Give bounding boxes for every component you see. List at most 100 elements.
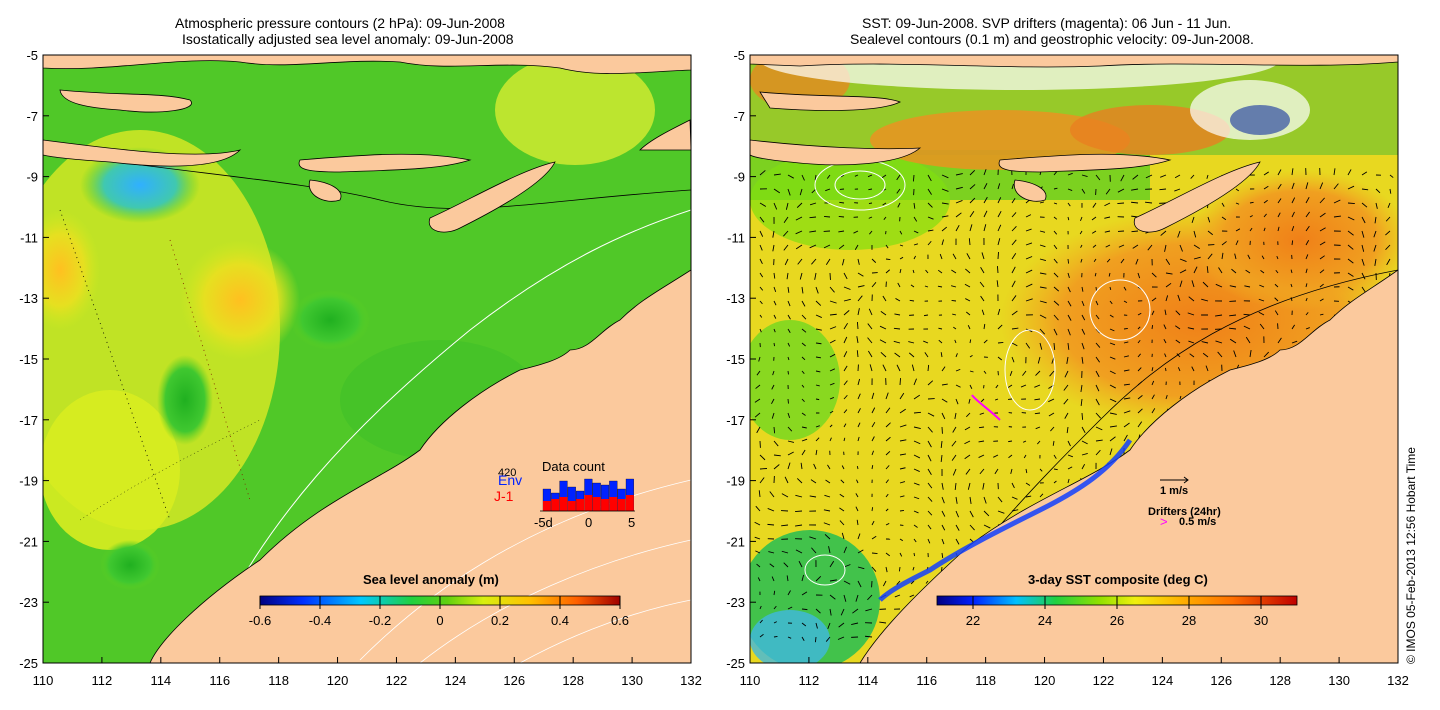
velocity-arrow xyxy=(969,384,973,389)
data-count-j1-bar xyxy=(617,499,626,511)
velocity-arrow xyxy=(885,436,891,442)
velocity-arrow xyxy=(1093,258,1097,262)
velocity-arrow xyxy=(979,412,985,415)
colorbar-tick-label: 28 xyxy=(1182,613,1196,628)
velocity-arrow xyxy=(869,364,873,372)
velocity-arrow xyxy=(1361,272,1366,280)
velocity-arrow xyxy=(1291,211,1295,218)
velocity-arrow xyxy=(1176,353,1181,358)
velocity-arrow xyxy=(1011,482,1015,489)
velocity-arrow xyxy=(867,323,873,330)
velocity-arrow xyxy=(1025,298,1033,302)
velocity-arrow xyxy=(856,336,859,344)
velocity-arrow xyxy=(880,351,887,358)
velocity-arrow xyxy=(1347,230,1354,236)
velocity-arrow xyxy=(755,550,761,554)
geostrophic-velocity-arrows xyxy=(754,168,1394,643)
velocity-arrow xyxy=(759,258,763,265)
velocity-arrow xyxy=(913,394,921,400)
velocity-arrow xyxy=(980,398,985,403)
velocity-arrow xyxy=(1147,244,1153,251)
lat-tick-label: -9 xyxy=(26,170,38,185)
velocity-arrow xyxy=(1081,328,1086,335)
velocity-arrow xyxy=(1105,244,1111,248)
velocity-arrow xyxy=(1187,312,1195,316)
velocity-arrow xyxy=(1249,227,1253,232)
velocity-arrow xyxy=(955,398,959,405)
velocity-arrow xyxy=(1067,466,1073,470)
velocity-arrow xyxy=(1215,314,1223,317)
lon-tick-label: 112 xyxy=(799,673,820,688)
credit-text: © IMOS 05-Feb-2013 12:56 Hobart Time xyxy=(1404,447,1418,664)
velocity-arrow xyxy=(857,378,861,386)
velocity-arrow xyxy=(1191,216,1195,224)
velocity-arrow xyxy=(1067,188,1073,191)
velocity-arrow xyxy=(995,384,999,389)
velocity-arrow xyxy=(898,566,901,572)
velocity-arrow xyxy=(786,575,789,582)
velocity-arrow xyxy=(871,421,876,428)
velocity-arrow xyxy=(941,524,946,531)
velocity-arrow xyxy=(1291,197,1296,204)
velocity-arrow xyxy=(980,295,985,302)
velocity-arrow xyxy=(787,314,791,320)
velocity-arrow xyxy=(815,398,820,401)
velocity-arrow xyxy=(997,210,1002,218)
velocity-arrow xyxy=(856,350,859,358)
velocity-arrow xyxy=(1165,394,1168,400)
velocity-arrow xyxy=(927,188,932,195)
velocity-arrow xyxy=(843,580,851,585)
velocity-arrow xyxy=(1095,356,1101,363)
velocity-arrow xyxy=(1263,185,1269,190)
data-count-j1-bar xyxy=(601,499,609,511)
sla-high-blob xyxy=(43,390,180,550)
velocity-arrow xyxy=(1258,298,1265,302)
velocity-arrow xyxy=(997,496,1003,503)
velocity-arrow xyxy=(871,535,877,540)
velocity-arrow xyxy=(927,216,934,220)
velocity-arrow xyxy=(868,202,873,204)
velocity-arrow xyxy=(829,424,833,428)
velocity-arrow xyxy=(885,566,888,573)
velocity-arrow xyxy=(1123,369,1130,372)
velocity-arrow xyxy=(1375,202,1378,209)
velocity-arrow xyxy=(829,339,836,344)
velocity-arrow xyxy=(880,311,887,316)
velocity-arrow xyxy=(879,325,887,330)
velocity-arrow xyxy=(1120,174,1125,182)
velocity-arrow xyxy=(857,580,862,588)
velocity-arrow xyxy=(868,188,873,191)
velocity-arrow xyxy=(955,538,960,545)
velocity-arrow xyxy=(1151,394,1155,400)
velocity-arrow xyxy=(759,216,765,223)
velocity-arrow xyxy=(1263,171,1269,176)
velocity-arrow xyxy=(965,468,971,475)
lat-tick-label: -23 xyxy=(19,595,38,610)
velocity-arrow xyxy=(787,606,793,610)
velocity-arrow xyxy=(1333,183,1339,190)
velocity-arrow xyxy=(1175,310,1181,316)
velocity-arrow xyxy=(825,479,831,484)
velocity-arrow xyxy=(1235,188,1240,192)
velocity-arrow xyxy=(827,622,831,630)
velocity-arrow xyxy=(829,368,835,372)
velocity-arrow xyxy=(1081,440,1088,445)
velocity-arrow xyxy=(853,230,859,234)
data-count-j1-bar xyxy=(543,501,551,511)
right-title-line2: Sealevel contours (0.1 m) and geostrophi… xyxy=(850,31,1254,47)
data-count-tick: 0 xyxy=(585,515,592,530)
velocity-arrow xyxy=(1179,258,1187,262)
velocity-arrow xyxy=(1174,174,1181,179)
velocity-arrow xyxy=(913,255,916,260)
velocity-arrow xyxy=(913,496,920,500)
velocity-arrow xyxy=(1218,267,1223,274)
velocity-arrow xyxy=(1137,395,1143,400)
velocity-arrow xyxy=(871,392,875,400)
velocity-arrow xyxy=(771,412,775,419)
velocity-arrow xyxy=(1206,266,1209,274)
velocity-arrow xyxy=(829,300,837,304)
velocity-arrow xyxy=(1319,197,1325,204)
land-flores xyxy=(998,153,1172,173)
velocity-arrow xyxy=(1109,286,1112,291)
velocity-arrow xyxy=(1347,216,1355,221)
